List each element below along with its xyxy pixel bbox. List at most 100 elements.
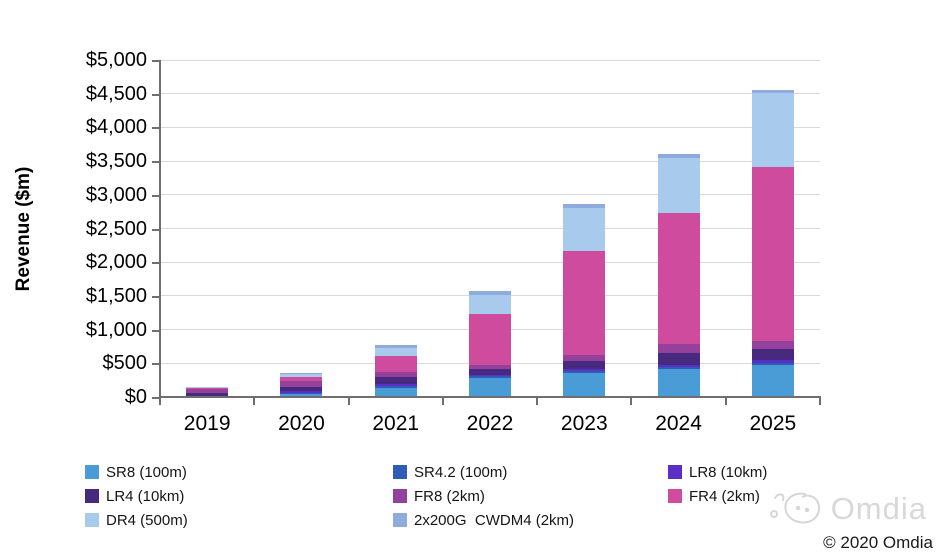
bar-segment <box>186 386 229 388</box>
legend-item: SR8 (100m) <box>85 460 188 484</box>
bar-segment <box>186 387 229 389</box>
legend-item: FR4 (2km) <box>668 484 767 508</box>
bar-segment <box>280 377 323 382</box>
legend-label: LR4 (10km) <box>106 487 185 505</box>
y-axis-tick <box>152 60 160 62</box>
x-tick-label: 2025 <box>749 412 797 435</box>
y-axis-tick <box>152 194 160 197</box>
x-tick-label: 2022 <box>466 412 514 435</box>
legend-item: FR8 (2km) <box>393 484 574 508</box>
gridline <box>160 126 820 128</box>
bar-segment <box>657 364 700 368</box>
x-axis-line <box>159 396 821 398</box>
legend-column: SR8 (100m) LR4 (10km) DR4 (500m) <box>85 460 188 532</box>
bar-segment <box>374 384 417 387</box>
gridline <box>160 228 820 229</box>
stacked-bar-2023 <box>563 203 606 397</box>
watermark: Omdia <box>767 488 927 530</box>
bar-segment <box>751 359 794 363</box>
bar-segment <box>657 154 700 159</box>
legend-item: SR4.2 (100m) <box>393 460 574 484</box>
y-tick-label: $5,000 <box>85 49 147 71</box>
gridline <box>160 194 820 196</box>
y-axis-title: Revenue ($m) <box>13 166 34 292</box>
y-tick-label: $500 <box>102 352 148 375</box>
stacked-bar-2025 <box>751 90 794 397</box>
copyright-text: © 2020 Omdia <box>823 533 933 552</box>
legend-swatch <box>85 465 99 479</box>
y-tick-label: $4,000 <box>85 116 147 139</box>
bar-segment <box>469 378 511 397</box>
legend-label: LR8 (10km) <box>689 463 768 481</box>
x-axis-tick <box>441 398 444 405</box>
x-tick-label: 2021 <box>372 412 420 435</box>
bar-segment <box>374 372 417 377</box>
bar-segment <box>751 365 794 397</box>
x-axis-tick <box>159 398 161 405</box>
x-tick-label: 2024 <box>655 412 702 435</box>
x-axis-tick <box>536 398 539 405</box>
legend-label: FR8 (2km) <box>414 487 485 505</box>
y-axis-tick <box>152 127 160 130</box>
bar-segment <box>469 313 511 365</box>
legend-swatch <box>668 465 682 479</box>
legend-swatch <box>393 513 407 527</box>
x-axis-tick <box>630 398 633 405</box>
plot-area <box>160 59 820 397</box>
stacked-bar-2020 <box>280 373 323 397</box>
bar-segment <box>563 207 606 252</box>
bar-segment <box>374 386 417 388</box>
bar-segment <box>657 158 700 214</box>
gridline <box>160 261 820 263</box>
x-axis-tick <box>724 398 727 405</box>
bar-segment <box>563 354 606 361</box>
bar-segment <box>280 386 323 392</box>
stacked-bar-2024 <box>657 154 700 397</box>
watermark-text: Omdia <box>830 491 927 526</box>
bar-segment <box>186 388 229 394</box>
y-tick-label: $2,000 <box>85 251 147 274</box>
legend-swatch <box>85 513 99 527</box>
bar-segment <box>563 251 606 355</box>
y-axis-tick <box>152 262 160 265</box>
bar-segment <box>469 376 511 379</box>
bar-segment <box>280 381 323 387</box>
bar-segment <box>563 360 606 369</box>
y-axis-line <box>159 60 161 398</box>
y-tick-label: $0 <box>124 386 147 408</box>
bar-segment <box>657 369 700 397</box>
legend-item: LR4 (10km) <box>85 484 188 508</box>
x-tick-label: 2023 <box>560 412 608 435</box>
y-axis-tick <box>152 228 160 231</box>
bar-segment <box>280 392 323 394</box>
y-tick-label: $2,500 <box>85 217 147 240</box>
stacked-bar-2021 <box>374 345 417 397</box>
bar-segment <box>280 374 323 378</box>
bar-segment <box>751 167 794 342</box>
legend-label: SR8 (100m) <box>106 463 187 481</box>
y-axis-tick <box>152 161 160 164</box>
bar-segment <box>657 367 700 370</box>
bar-segment <box>374 345 417 348</box>
legend-label: FR4 (2km) <box>689 487 760 505</box>
y-axis-tick <box>152 363 160 366</box>
bar-segment <box>563 370 606 373</box>
bar-segment <box>563 203 606 208</box>
legend-item: LR8 (10km) <box>668 460 767 484</box>
bar-segment <box>374 347 417 356</box>
bar-segment <box>280 373 323 375</box>
bar-segment <box>469 368 511 375</box>
bar-segment <box>657 344 700 353</box>
x-axis-tick <box>819 398 821 405</box>
y-axis-tick <box>152 397 160 399</box>
legend-item: 2x200G CWDM4 (2km) <box>393 508 574 532</box>
bar-segment <box>469 290 511 295</box>
legend-swatch <box>85 489 99 503</box>
y-tick-label: $3,000 <box>85 183 147 206</box>
x-tick-label: 2019 <box>183 412 231 435</box>
bar-segment <box>280 393 323 397</box>
legend-swatch <box>393 489 407 503</box>
gridline <box>160 93 820 95</box>
bar-segment <box>374 355 417 373</box>
